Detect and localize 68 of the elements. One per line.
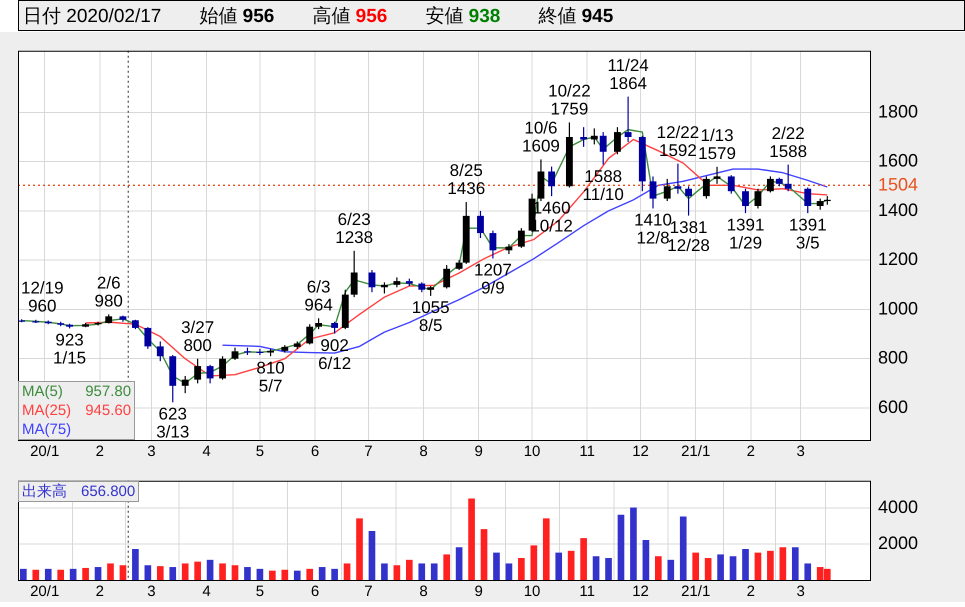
chart-title: 日付 2020/02/17 — [23, 4, 162, 28]
text: 安値 938 — [425, 4, 500, 28]
x-tick-label: 10 — [524, 443, 540, 460]
annotation: 12/22 1592 — [656, 122, 700, 160]
x-tick-label: 2 — [96, 583, 104, 600]
x-tick-label: 11 — [579, 583, 595, 600]
x-tick-label: 12 — [632, 583, 649, 600]
x-tick-label: 6 — [310, 443, 320, 460]
text: 高値 956 — [312, 4, 388, 28]
x-tick-label: 8 — [419, 583, 428, 600]
annotation: 11/24 1864 — [607, 56, 649, 93]
x-tick-label: 5 — [256, 583, 264, 600]
y-tick-label: 1200 — [878, 249, 918, 270]
annotation: 1/13 1579 — [698, 126, 736, 164]
x-tick-label: 5 — [256, 443, 264, 460]
annotation: 923 1/15 — [53, 330, 86, 368]
y-tick-label: 1000 — [878, 298, 918, 318]
x-tick-label: 21/1 — [681, 583, 710, 600]
y-tick-label: 4000 — [878, 496, 918, 517]
annotation: 1207 9/9 — [474, 260, 512, 298]
annotation: 2/22 1588 — [769, 124, 808, 161]
x-tick-label: 4 — [202, 583, 211, 600]
annotation: 10/6 1609 — [522, 118, 560, 156]
annotation: 6/23 1238 — [335, 210, 374, 248]
y-tick-label: 1600 — [878, 150, 918, 171]
annotation: 6/3 964 — [304, 278, 333, 314]
y-tick-label: 800 — [878, 348, 908, 368]
annotation: 3/27 800 — [181, 318, 214, 355]
x-tick-label: 7 — [364, 583, 373, 600]
annotation: 1391 1/29 — [726, 215, 764, 252]
annotation: 10/22 1759 — [548, 82, 591, 119]
annotation: 8/25 1436 — [447, 161, 486, 198]
y-tick-label: 1400 — [878, 200, 918, 220]
x-tick-label: 9 — [474, 443, 483, 460]
text: MA(5) 957.80 — [22, 383, 132, 400]
x-tick-label: 3 — [796, 583, 805, 600]
annotation: 1391 3/5 — [788, 215, 827, 252]
x-tick-label: 7 — [364, 443, 373, 460]
ref-line-label: 1504 — [878, 174, 918, 194]
text: MA(25) 945.60 — [22, 401, 132, 420]
x-tick-label: 3 — [796, 443, 805, 460]
y-tick-label: 600 — [878, 396, 908, 417]
text: 始値 956 — [199, 4, 274, 28]
annotation: 2/6 980 — [94, 274, 123, 311]
annotation: 12/19 960 — [20, 278, 64, 316]
annotation: 810 5/7 — [256, 358, 285, 396]
x-tick-label: 9 — [474, 583, 483, 600]
x-tick-label: 20/1 — [30, 443, 60, 460]
x-tick-label: 11 — [579, 443, 595, 460]
x-tick-label: 21/1 — [681, 443, 710, 460]
text: MA(75) — [22, 420, 72, 439]
y-tick-label: 1800 — [878, 101, 918, 122]
annotation: 902 6/12 — [318, 336, 352, 373]
x-tick-label: 10 — [524, 583, 540, 600]
y-tick-label: 2000 — [878, 532, 918, 553]
text: 出来高 656.800 — [22, 482, 136, 501]
x-tick-label: 20/1 — [30, 583, 60, 600]
x-tick-label: 6 — [310, 583, 320, 600]
x-tick-label: 3 — [147, 443, 156, 460]
x-tick-label: 3 — [147, 583, 156, 600]
annotation: 623 3/13 — [156, 404, 190, 442]
text: 終値 945 — [538, 4, 614, 28]
x-tick-label: 2 — [746, 583, 755, 600]
x-tick-label: 8 — [419, 443, 428, 460]
x-tick-label: 4 — [202, 443, 211, 460]
x-tick-label: 2 — [96, 443, 104, 460]
x-tick-label: 2 — [746, 443, 755, 460]
x-tick-label: 12 — [632, 443, 649, 460]
